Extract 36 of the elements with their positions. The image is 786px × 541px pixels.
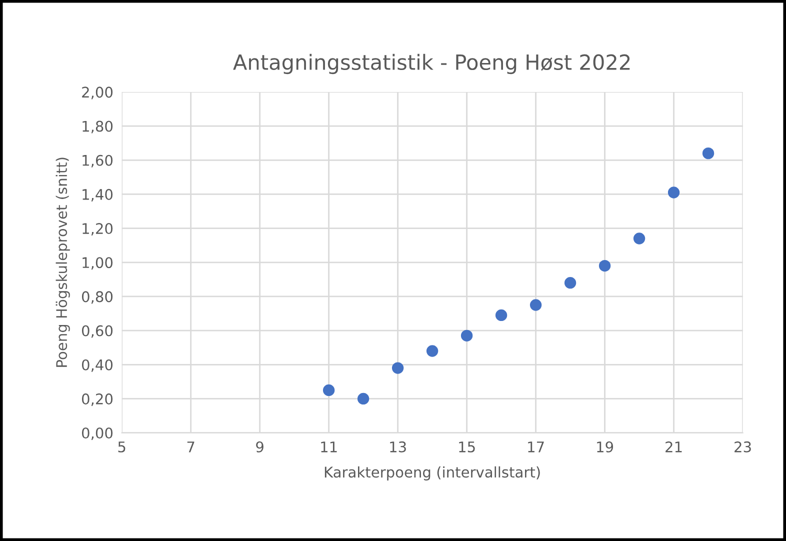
x-tick-label: 21 <box>666 441 682 452</box>
x-tick-label: 9 <box>256 441 264 452</box>
point <box>564 276 576 289</box>
x-tick-label: 19 <box>597 441 614 452</box>
y-tick-label: 2,00 <box>82 86 113 100</box>
y-tick-label: 1,00 <box>82 257 113 270</box>
y-tick-label: 0,20 <box>82 393 113 406</box>
x-tick-label: 11 <box>321 442 337 452</box>
point <box>702 147 714 160</box>
x-tick-label: 13 <box>390 441 406 452</box>
x-tick-label: 15 <box>459 442 475 452</box>
point <box>598 260 611 272</box>
point <box>530 299 542 311</box>
y-tick-label: 1,40 <box>82 188 113 202</box>
y-tick-label: 0,80 <box>82 291 113 304</box>
y-tick-label: 1,60 <box>82 154 113 168</box>
point <box>460 330 473 342</box>
x-tick-label: 17 <box>528 442 544 452</box>
y-tick-label: 0,00 <box>82 428 113 440</box>
chart-title: Antagningsstatistik - Poeng Høst 2022 <box>233 54 630 74</box>
point <box>495 309 508 322</box>
x-tick-label: 7 <box>187 442 194 452</box>
point <box>357 392 370 405</box>
point <box>392 362 404 374</box>
x-tick-label: 5 <box>118 442 126 452</box>
y-axis-title: Poeng Högskuleprovet (snitt) <box>56 158 70 367</box>
point <box>322 384 335 396</box>
point <box>633 232 646 244</box>
y-tick-label: 1,80 <box>82 120 113 134</box>
point <box>668 186 680 198</box>
y-tick-label: 1,20 <box>82 223 113 236</box>
x-tick-label: 23 <box>734 441 751 452</box>
y-tick-label: 0,60 <box>82 325 113 338</box>
y-tick-label: 0,40 <box>82 359 113 372</box>
x-axis-title: Karakterpoeng (intervallstart) <box>324 466 540 480</box>
point <box>426 345 438 357</box>
